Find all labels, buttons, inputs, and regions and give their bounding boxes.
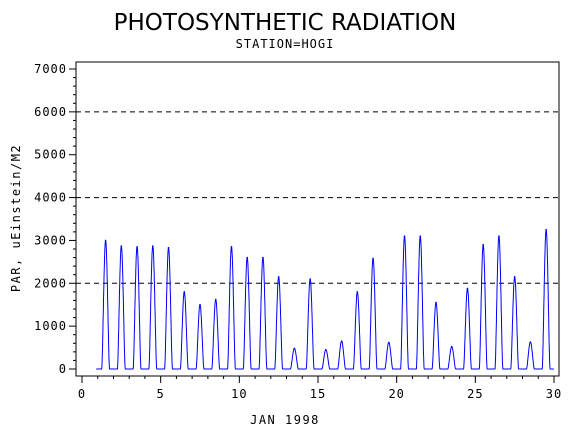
daily-peak-point bbox=[466, 287, 469, 290]
daily-peak-point bbox=[325, 348, 327, 351]
daily-peak-point bbox=[246, 256, 248, 259]
daily-peak-point bbox=[183, 291, 186, 293]
daily-peak-point bbox=[388, 341, 390, 344]
daily-peak-point bbox=[403, 235, 406, 237]
daily-peak-point bbox=[309, 278, 311, 280]
daily-peak-point bbox=[419, 235, 422, 237]
x-tick-label: 20 bbox=[388, 387, 404, 401]
y-tick-label: 3000 bbox=[34, 233, 67, 247]
x-tick-label: 15 bbox=[310, 387, 326, 401]
reference-lines bbox=[76, 111, 559, 284]
daily-peak-point bbox=[230, 246, 233, 248]
daily-peak-point bbox=[277, 276, 280, 278]
daily-peak-point bbox=[152, 245, 154, 247]
x-tick-label: 5 bbox=[157, 387, 165, 401]
daily-peak-point bbox=[167, 246, 170, 249]
x-tick-label: 30 bbox=[546, 387, 562, 401]
daily-peak-point bbox=[529, 341, 532, 343]
daily-peak-point bbox=[513, 276, 516, 278]
chart-subtitle: STATION=HOGI bbox=[236, 37, 335, 51]
y-tick-label: 7000 bbox=[34, 62, 67, 76]
x-axis: 0 5 10 15 20 25 30 bbox=[78, 376, 562, 401]
chart-title: PHOTOSYNTHETIC RADIATION bbox=[114, 10, 457, 36]
y-axis-label: PAR, uEinstein/M2 bbox=[9, 144, 23, 292]
y-tick-label: 5000 bbox=[34, 148, 67, 162]
daily-peak-point bbox=[435, 301, 437, 304]
daily-peak-point bbox=[372, 257, 374, 260]
x-tick-label: 0 bbox=[78, 387, 86, 401]
daily-peak-point bbox=[450, 345, 453, 348]
par-series-line bbox=[95, 229, 555, 370]
y-tick-label: 0 bbox=[59, 362, 67, 376]
daily-peak-point bbox=[214, 298, 217, 301]
x-axis-label: JAN 1998 bbox=[250, 413, 320, 427]
y-tick-label: 4000 bbox=[34, 191, 67, 205]
daily-peak-point bbox=[104, 239, 107, 242]
plot-frame bbox=[75, 61, 560, 377]
daily-peak-point bbox=[262, 256, 264, 259]
x-tick-label: 25 bbox=[467, 387, 483, 401]
daily-peak-point bbox=[293, 347, 296, 350]
series-group bbox=[95, 228, 555, 370]
daily-peak-point bbox=[199, 303, 201, 306]
y-tick-label: 6000 bbox=[34, 105, 67, 119]
daily-peak-point bbox=[340, 340, 343, 342]
daily-peak-point bbox=[545, 228, 547, 231]
x-tick-label: 10 bbox=[231, 387, 247, 401]
daily-peak-point bbox=[120, 245, 123, 247]
daily-peak-point bbox=[136, 246, 138, 248]
daily-peak-point bbox=[498, 235, 500, 237]
daily-peak-point bbox=[482, 243, 485, 246]
y-tick-label: 1000 bbox=[34, 319, 67, 333]
y-axis: 0 1000 2000 3000 4000 5000 6000 7000 bbox=[34, 62, 76, 376]
y-tick-label: 2000 bbox=[34, 276, 67, 290]
daily-peak-point bbox=[356, 291, 359, 293]
